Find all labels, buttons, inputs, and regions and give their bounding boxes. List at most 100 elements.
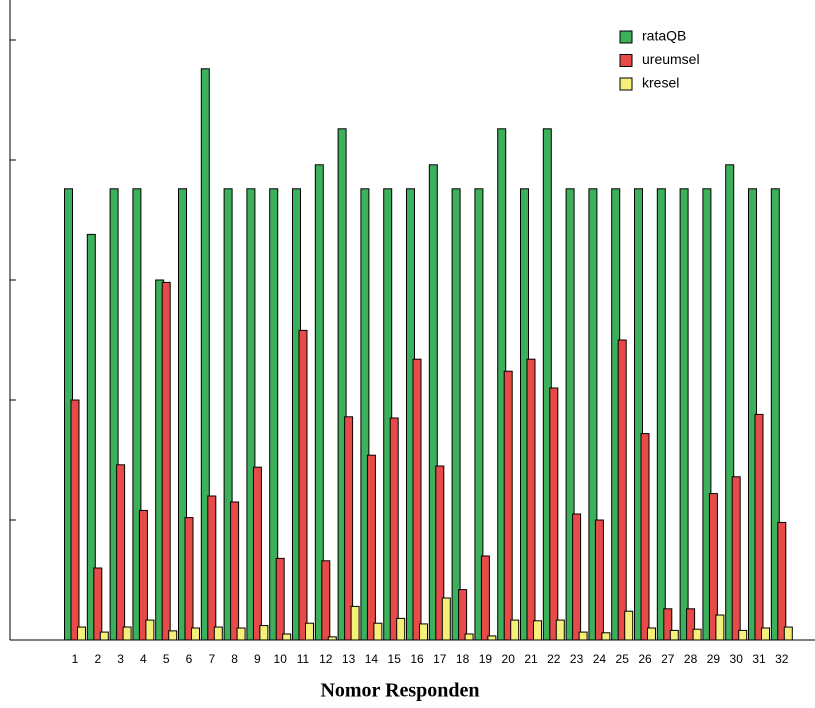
x-tick-label: 2 [94,652,101,666]
bar [237,628,245,640]
bar [390,418,398,640]
bar [214,627,222,640]
bar [192,628,200,640]
bar [351,606,359,640]
x-tick-label: 20 [502,652,516,666]
x-tick-label: 28 [684,652,698,666]
bar [185,518,193,640]
x-tick-label: 13 [342,652,356,666]
bar [625,611,633,640]
bar [299,330,307,640]
bar [511,620,519,640]
legend-swatch [620,31,632,43]
x-tick-label: 8 [231,652,238,666]
bar [762,628,770,640]
x-tick-label: 12 [319,652,333,666]
legend-swatch [620,55,632,67]
bar [260,626,268,640]
bar [504,371,512,640]
bar [755,414,763,640]
x-tick-label: 10 [274,652,288,666]
bar [306,623,314,640]
x-tick-label: 15 [388,652,402,666]
x-tick-label: 5 [163,652,170,666]
bar [680,189,688,640]
bar [618,340,626,640]
bar [328,637,336,640]
x-tick-label: 25 [616,652,630,666]
x-tick-label: 11 [297,652,310,666]
bar [420,624,428,640]
bar [442,598,450,640]
bar [670,630,678,640]
bar [123,627,131,640]
bar [602,633,610,640]
x-tick-label: 19 [479,652,493,666]
x-tick-label: 17 [433,652,447,666]
bar [693,629,701,640]
bar [459,590,467,640]
legend-label: ureumsel [642,51,700,67]
bar [641,434,649,640]
bar [283,634,291,640]
x-tick-label: 22 [547,652,561,666]
bar [739,630,747,640]
x-tick-label: 31 [752,652,766,666]
legend-label: kresel [642,75,679,91]
bar [550,388,558,640]
bar [162,282,170,640]
bar [465,634,473,640]
x-tick-label: 32 [775,652,789,666]
x-tick-label: 6 [186,652,193,666]
x-axis-title: Nomor Responden [320,680,479,702]
x-tick-label: 14 [365,652,379,666]
x-tick-label: 23 [570,652,584,666]
x-tick-label: 7 [208,652,215,666]
bar [100,632,108,640]
bar [657,189,665,640]
bar [527,359,535,640]
chart: Nomor Responden 123456789101112131415161… [0,0,815,708]
x-tick-label: 4 [140,652,147,666]
bar [413,359,421,640]
bar [276,558,284,640]
bar [784,627,792,640]
x-tick-label: 16 [410,652,424,666]
bar [78,627,86,640]
bar [573,514,581,640]
bar [322,561,330,640]
bar [231,502,239,640]
bar [556,620,564,640]
x-tick-label: 30 [730,652,744,666]
legend-label: rataQB [642,28,686,44]
bar [452,189,460,640]
bar [94,568,102,640]
bar [579,632,587,640]
legend-swatch [620,78,632,90]
bar [367,455,375,640]
x-tick-label: 18 [456,652,470,666]
bar [595,520,603,640]
x-tick-label: 27 [661,652,675,666]
bar [778,522,786,640]
bar [169,631,177,640]
bar [374,623,382,640]
bar [648,628,656,640]
bar [716,615,724,640]
bar [481,556,489,640]
bar [732,477,740,640]
bar [534,621,542,640]
x-tick-label: 3 [117,652,124,666]
x-tick-label: 9 [254,652,261,666]
x-tick-label: 24 [593,652,607,666]
bar [208,496,216,640]
bar [253,467,261,640]
x-tick-label: 21 [524,652,538,666]
bar [71,400,79,640]
x-tick-label: 26 [638,652,652,666]
bar [146,620,154,640]
x-tick-label: 29 [707,652,721,666]
x-tick-label: 1 [72,652,79,666]
bar [488,636,496,640]
bar [117,465,125,640]
